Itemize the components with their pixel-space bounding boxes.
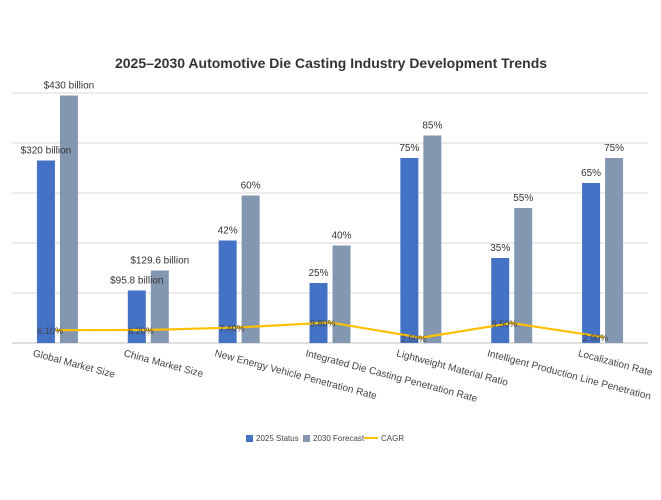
bars bbox=[36, 95, 624, 343]
cagr-label: 9.80% bbox=[310, 318, 336, 328]
cagr-point bbox=[55, 328, 59, 332]
category-label: Integrated Die Casting Penetration Rate bbox=[304, 348, 479, 405]
data-label-2025: 75% bbox=[399, 143, 419, 154]
data-label-2025: 35% bbox=[490, 243, 510, 254]
data-label-2030: 40% bbox=[331, 231, 351, 242]
category-label: New Energy Vehicle Penetration Rate bbox=[213, 348, 378, 402]
legend-label-2030: 2030 Forecast bbox=[313, 434, 365, 443]
cagr-label: 2.90% bbox=[583, 333, 609, 343]
bar-2030 bbox=[514, 208, 533, 343]
bar-2025 bbox=[36, 160, 55, 343]
cagr-point bbox=[601, 335, 605, 339]
legend-swatch-2030 bbox=[303, 435, 310, 442]
data-labels: $320 billion $430 billion $95.8 billion $12… bbox=[21, 81, 625, 344]
data-label-2025: $320 billion bbox=[21, 146, 72, 157]
bar-2030 bbox=[59, 95, 78, 343]
legend-label-cagr: CAGR bbox=[381, 434, 404, 443]
category-axis: Global Market Size China Market Size New E… bbox=[32, 348, 655, 405]
data-label-2030: $129.6 billion bbox=[130, 256, 189, 267]
bar-2030 bbox=[332, 245, 351, 343]
data-label-2030: $430 billion bbox=[44, 81, 95, 92]
gridlines bbox=[12, 92, 648, 344]
cagr-point bbox=[237, 325, 241, 329]
legend-swatch-2025 bbox=[246, 435, 253, 442]
data-label-2030: 55% bbox=[513, 193, 533, 204]
cagr-label: 7.40% bbox=[219, 323, 245, 333]
chart-title: 2025–2030 Automotive Die Casting Industr… bbox=[115, 55, 547, 71]
legend: 2025 Status 2030 Forecast CAGR bbox=[246, 434, 404, 443]
data-label-2030: 75% bbox=[604, 143, 624, 154]
bar-2030 bbox=[241, 195, 260, 343]
cagr-line-layer bbox=[55, 320, 605, 340]
bar-2025 bbox=[491, 258, 510, 343]
bar-2025 bbox=[309, 283, 328, 343]
cagr-point bbox=[328, 320, 332, 324]
category-label: Intelligent Production Line Penetration bbox=[486, 348, 652, 402]
cagr-point bbox=[419, 336, 423, 340]
data-label-2025: 25% bbox=[308, 268, 328, 279]
bar-2025 bbox=[582, 183, 601, 343]
bar-2025 bbox=[400, 158, 419, 343]
bar-2030 bbox=[150, 270, 169, 343]
legend-label-2025: 2025 Status bbox=[256, 434, 299, 443]
data-label-2025: $95.8 billion bbox=[110, 276, 163, 287]
bar-2030 bbox=[423, 135, 442, 343]
bar-2030 bbox=[605, 158, 624, 343]
category-label: Global Market Size bbox=[32, 348, 117, 381]
cagr-label: 2.50% bbox=[401, 334, 427, 344]
data-label-2030: 85% bbox=[422, 121, 442, 132]
cagr-point bbox=[510, 321, 514, 325]
bar-2025 bbox=[218, 240, 237, 343]
category-label: China Market Size bbox=[123, 348, 205, 380]
data-label-2030: 60% bbox=[241, 181, 261, 192]
cagr-label: 6.20% bbox=[128, 326, 154, 336]
data-label-2025: 42% bbox=[218, 226, 238, 237]
data-label-2025: 65% bbox=[581, 168, 601, 179]
cagr-point bbox=[146, 328, 150, 332]
cagr-label: 6.10% bbox=[37, 326, 63, 336]
cagr-label: 9.50% bbox=[492, 319, 518, 329]
